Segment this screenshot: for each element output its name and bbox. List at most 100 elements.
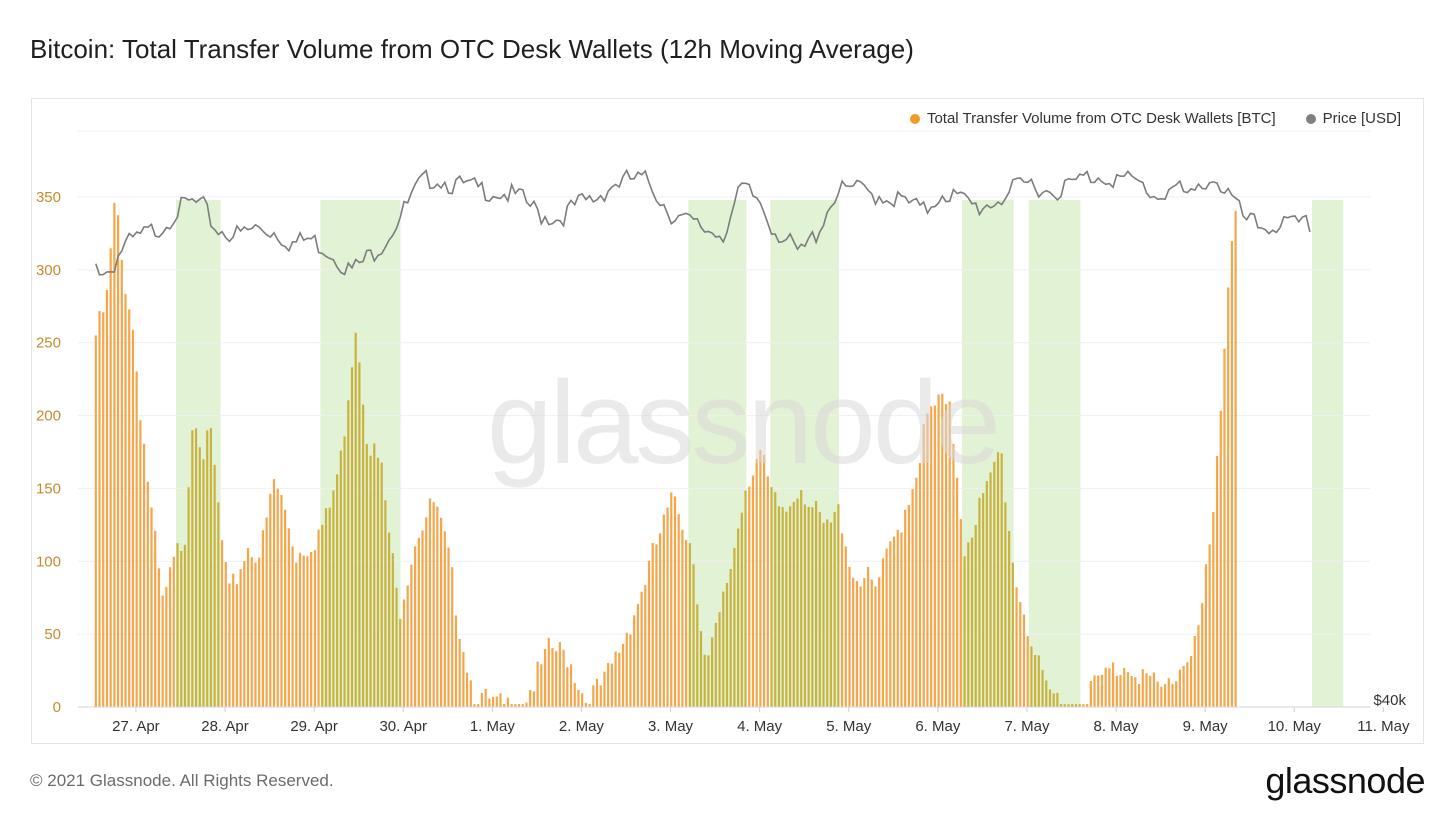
volume-bar xyxy=(944,404,948,707)
volume-bar xyxy=(1212,511,1215,707)
highlight-band xyxy=(1028,200,1081,707)
volume-bar xyxy=(848,566,851,707)
volume-bar xyxy=(373,443,376,707)
volume-bar xyxy=(395,587,398,707)
copyright-text: © 2021 Glassnode. All Rights Reserved. xyxy=(30,771,334,790)
volume-bar xyxy=(94,335,97,707)
volume-bar xyxy=(499,693,502,707)
volume-bar xyxy=(135,371,138,707)
volume-bar xyxy=(1134,677,1137,707)
volume-bar xyxy=(491,696,495,707)
volume-bar xyxy=(777,506,781,707)
volume-bar xyxy=(1141,669,1144,707)
volume-bar xyxy=(1149,675,1152,707)
volume-bar xyxy=(725,582,729,707)
volume-bar xyxy=(128,309,131,707)
volume-bar xyxy=(1156,681,1159,707)
volume-bar xyxy=(915,477,918,707)
volume-bars xyxy=(94,202,1237,708)
volume-bar xyxy=(284,509,287,707)
volume-bar xyxy=(640,591,643,707)
volume-bar xyxy=(837,504,840,707)
x-tick-label: 29. Apr xyxy=(290,718,338,735)
volume-bar xyxy=(673,496,677,707)
volume-bar xyxy=(488,698,491,707)
volume-bar xyxy=(109,248,112,708)
volume-bar xyxy=(1100,674,1104,707)
volume-bar xyxy=(384,500,387,707)
volume-bar xyxy=(306,556,309,707)
volume-bar xyxy=(525,702,528,707)
y-tick-label: 250 xyxy=(36,335,61,352)
volume-bar xyxy=(573,683,576,707)
volume-bar xyxy=(647,560,651,707)
volume-bar xyxy=(625,632,628,707)
y-tick-label: 300 xyxy=(36,262,61,279)
volume-bar xyxy=(907,505,910,707)
highlight-band xyxy=(176,200,221,707)
volume-bar xyxy=(399,618,402,707)
volume-bar xyxy=(465,672,469,707)
volume-bar xyxy=(618,652,621,707)
volume-bar xyxy=(956,477,959,707)
volume-bar xyxy=(1119,675,1122,707)
volume-bar xyxy=(454,615,458,707)
volume-bar xyxy=(948,401,951,707)
volume-bar xyxy=(388,532,391,707)
volume-bar xyxy=(677,514,680,707)
volume-bar xyxy=(139,420,142,707)
volume-bar xyxy=(194,428,198,707)
volume-bar xyxy=(621,643,625,707)
volume-bar xyxy=(1037,655,1040,707)
volume-bar xyxy=(547,637,550,707)
x-tick-label: 9. May xyxy=(1183,718,1229,735)
volume-bar xyxy=(941,393,944,707)
volume-bar xyxy=(569,664,573,707)
brand-logo: glassnode xyxy=(1265,760,1425,801)
volume-bar xyxy=(213,464,216,707)
y-tick-label: 0 xyxy=(53,699,61,716)
volume-bar xyxy=(224,562,227,707)
volume-bar xyxy=(517,704,521,707)
volume-bar xyxy=(265,517,268,707)
volume-bar xyxy=(911,489,914,707)
volume-bar xyxy=(970,537,974,707)
volume-bar xyxy=(1160,686,1163,707)
volume-bar xyxy=(1000,453,1003,707)
volume-bar xyxy=(729,568,732,707)
volume-bar xyxy=(555,651,558,707)
volume-bar xyxy=(1034,654,1037,707)
volume-bar xyxy=(1186,662,1189,707)
volume-bar xyxy=(324,508,328,707)
volume-bar xyxy=(581,693,584,707)
volume-bar xyxy=(1215,455,1219,707)
legend-label-volume: Total Transfer Volume from OTC Desk Wall… xyxy=(926,110,1276,127)
volume-bar xyxy=(870,579,873,707)
legend-item-volume[interactable]: Total Transfer Volume from OTC Desk Wall… xyxy=(909,110,1276,127)
volume-bar xyxy=(982,493,985,707)
legend-item-price[interactable]: Price [USD] xyxy=(1305,110,1401,127)
volume-bar xyxy=(711,637,714,707)
volume-bar xyxy=(1175,681,1178,707)
volume-bar xyxy=(321,524,324,707)
volume-bar xyxy=(124,294,127,707)
volume-bar xyxy=(978,497,981,707)
volume-bar xyxy=(918,462,922,707)
volume-bar xyxy=(1227,287,1230,707)
volume-bar xyxy=(1208,544,1211,707)
volume-bar xyxy=(1074,704,1078,707)
x-tick-label: 28. Apr xyxy=(201,718,249,735)
y-tick-label: 100 xyxy=(36,553,61,570)
volume-bar xyxy=(458,638,461,707)
volume-bar xyxy=(996,452,1000,707)
volume-bar xyxy=(1115,675,1118,707)
volume-bar xyxy=(930,406,933,707)
volume-bar xyxy=(1085,704,1089,707)
volume-bar xyxy=(157,568,161,707)
volume-bar xyxy=(347,400,350,707)
volume-bar xyxy=(703,654,706,707)
y-tick-label: 200 xyxy=(36,408,61,425)
volume-bar xyxy=(685,540,688,707)
volume-bar xyxy=(829,522,833,707)
volume-bar xyxy=(881,558,885,707)
